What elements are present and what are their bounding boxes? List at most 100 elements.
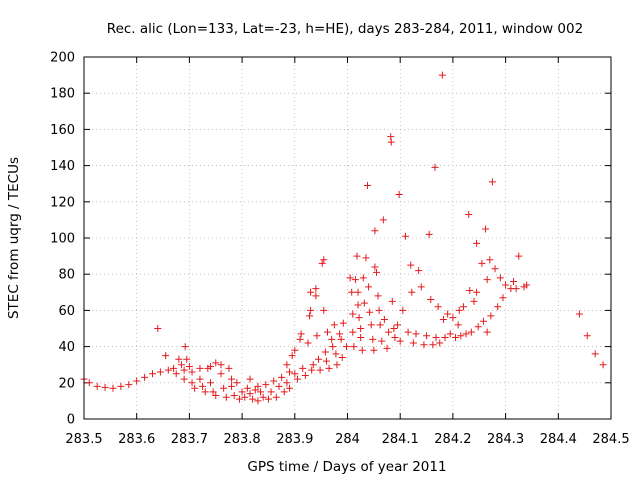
- data-point: [267, 388, 275, 396]
- data-point: [470, 297, 478, 305]
- data-point: [366, 308, 374, 316]
- data-point: [385, 328, 393, 336]
- data-point: [328, 335, 336, 343]
- data-point: [466, 286, 474, 294]
- data-point: [365, 283, 373, 291]
- data-point: [367, 321, 375, 329]
- data-point: [374, 292, 382, 300]
- data-point: [264, 395, 272, 403]
- y-axis-label: STEC from uqrg / TECUs: [6, 157, 22, 319]
- data-point: [217, 361, 225, 369]
- x-axis-label: GPS time / Days of year 2011: [247, 459, 446, 475]
- data-point: [591, 350, 599, 358]
- data-point: [301, 372, 309, 380]
- data-point: [487, 312, 495, 320]
- grid-lines: [84, 57, 611, 419]
- data-point: [297, 330, 305, 338]
- data-point: [308, 366, 316, 374]
- data-point: [270, 377, 278, 385]
- data-point: [180, 375, 188, 383]
- y-tick-label: 140: [50, 159, 75, 174]
- data-point: [478, 259, 486, 267]
- data-point: [349, 328, 357, 336]
- data-point: [283, 361, 291, 369]
- data-point: [141, 373, 149, 381]
- data-point: [491, 265, 499, 273]
- data-point: [183, 355, 191, 363]
- data-point: [201, 388, 209, 396]
- data-point: [320, 256, 328, 264]
- data-point: [499, 294, 507, 302]
- data-point: [417, 283, 425, 291]
- y-tick-label: 20: [58, 376, 75, 391]
- data-point: [360, 299, 368, 307]
- data-point: [154, 325, 162, 332]
- data-point: [156, 368, 164, 376]
- data-point: [457, 332, 465, 340]
- data-point: [404, 328, 412, 336]
- data-point: [372, 268, 380, 276]
- data-point: [355, 314, 363, 322]
- data-point: [432, 334, 440, 342]
- data-point: [454, 321, 462, 329]
- data-point: [452, 334, 460, 342]
- data-point: [217, 370, 225, 378]
- data-point: [436, 339, 444, 347]
- data-point: [228, 375, 236, 383]
- data-point: [286, 384, 294, 392]
- data-point: [315, 355, 323, 363]
- y-tick-label: 200: [50, 51, 75, 66]
- data-point: [371, 227, 379, 235]
- data-point: [307, 288, 315, 296]
- data-point: [257, 388, 265, 396]
- data-point: [177, 361, 185, 369]
- data-point: [228, 382, 236, 390]
- data-point: [230, 391, 238, 399]
- data-point: [125, 381, 133, 389]
- data-point: [291, 370, 299, 378]
- data-point: [379, 216, 387, 224]
- x-tick-label: 284.5: [592, 432, 629, 447]
- data-points: [80, 71, 607, 405]
- data-point: [309, 361, 317, 369]
- data-point: [275, 382, 283, 390]
- data-point: [388, 297, 396, 305]
- data-point: [286, 368, 294, 376]
- data-point: [467, 328, 475, 336]
- data-point: [196, 364, 204, 372]
- data-point: [241, 393, 249, 401]
- data-point: [494, 303, 502, 311]
- data-point: [455, 306, 463, 314]
- data-point: [431, 163, 439, 171]
- data-point: [479, 317, 487, 325]
- x-tick-label: 284.4: [540, 432, 577, 447]
- data-point: [321, 348, 329, 356]
- data-point: [369, 335, 377, 343]
- data-point: [394, 321, 402, 329]
- y-tick-label: 60: [58, 304, 75, 319]
- data-point: [330, 321, 338, 329]
- data-point: [280, 388, 288, 396]
- data-point: [465, 210, 473, 218]
- data-point: [175, 355, 183, 363]
- data-point: [329, 343, 337, 351]
- x-tick-label: 284.1: [382, 432, 419, 447]
- data-point: [180, 366, 188, 374]
- data-point: [191, 384, 199, 392]
- data-point: [599, 361, 607, 369]
- x-tick-label: 283.9: [276, 432, 313, 447]
- data-point: [420, 341, 428, 349]
- data-point: [316, 366, 324, 374]
- data-point: [354, 288, 362, 296]
- data-point: [462, 330, 470, 338]
- data-point: [459, 303, 467, 311]
- data-point: [206, 363, 214, 371]
- data-point: [249, 395, 257, 403]
- data-point: [117, 382, 125, 390]
- data-point: [423, 332, 431, 340]
- data-point: [483, 328, 491, 336]
- data-point: [583, 332, 591, 340]
- data-point: [510, 277, 518, 285]
- data-point: [383, 344, 391, 352]
